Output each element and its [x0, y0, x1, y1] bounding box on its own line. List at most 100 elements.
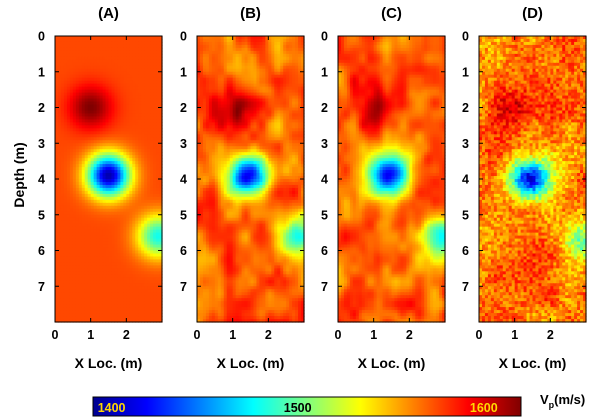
heatmap-cell: [138, 262, 142, 266]
heatmap-cell: [66, 283, 71, 287]
heatmap-cell: [114, 226, 119, 231]
heatmap-cell: [250, 77, 255, 82]
heatmap-cell: [87, 214, 92, 219]
heatmap-cell: [102, 214, 107, 219]
heatmap-cell: [84, 36, 89, 40]
heatmap-cell: [63, 301, 68, 305]
heatmap-cell: [102, 173, 107, 177]
heatmap-cell: [81, 41, 86, 46]
heatmap-cell: [123, 286, 127, 290]
heatmap-cell: [87, 104, 92, 109]
heatmap-cell: [156, 113, 160, 118]
heatmap-cell: [141, 286, 145, 290]
heatmap-cell: [111, 41, 116, 46]
heatmap-cell: [126, 316, 130, 320]
heatmap-cell: [197, 44, 201, 49]
heatmap-cell: [153, 262, 157, 266]
heatmap-cell: [66, 259, 71, 264]
heatmap-cell: [72, 193, 77, 198]
heatmap-cell: [114, 77, 119, 82]
heatmap-cell: [75, 158, 80, 162]
heatmap-cell: [102, 205, 107, 210]
heatmap-cell: [156, 62, 160, 67]
heatmap-cell: [280, 131, 284, 135]
heatmap-cell: [156, 68, 160, 73]
heatmap-cell: [57, 131, 62, 135]
heatmap-cell: [283, 44, 287, 49]
heatmap-cell: [102, 268, 107, 272]
heatmap-cell: [199, 77, 204, 82]
heatmap-cell: [253, 119, 258, 123]
heatmap-cell: [159, 170, 163, 174]
heatmap-cell: [147, 41, 151, 46]
heatmap-cell: [96, 286, 101, 290]
heatmap-cell: [117, 71, 121, 76]
heatmap-cell: [277, 83, 281, 88]
heatmap-cell: [153, 286, 157, 290]
heatmap-cell: [262, 38, 266, 43]
heatmap-cell: [72, 65, 77, 70]
heatmap-cell: [57, 110, 62, 115]
heatmap-cell: [135, 143, 139, 147]
heatmap-cell: [232, 146, 237, 150]
heatmap-cell: [111, 158, 116, 162]
heatmap-cell: [135, 265, 139, 269]
heatmap-cell: [292, 38, 296, 43]
heatmap-cell: [102, 316, 107, 320]
heatmap-cell: [262, 95, 266, 100]
heatmap-cell: [153, 152, 157, 156]
heatmap-cell: [197, 110, 201, 115]
heatmap-cell: [123, 158, 127, 162]
heatmap-cell: [132, 161, 136, 165]
heatmap-cell: [156, 59, 160, 64]
heatmap-cell: [66, 310, 71, 314]
heatmap-cell: [295, 77, 299, 82]
heatmap-cell: [197, 152, 201, 156]
heatmap-cell: [132, 173, 136, 177]
heatmap-cell: [208, 119, 213, 123]
heatmap-cell: [63, 217, 68, 222]
heatmap-cell: [156, 181, 160, 186]
heatmap-cell: [111, 167, 116, 171]
heatmap-cell: [99, 235, 104, 240]
heatmap-cell: [72, 110, 77, 115]
heatmap-cell: [75, 86, 80, 91]
heatmap-cell: [235, 59, 240, 64]
heatmap-cell: [277, 92, 281, 97]
heatmap-cell: [197, 65, 201, 70]
heatmap-cell: [135, 98, 139, 103]
heatmap-cell: [235, 53, 240, 58]
heatmap-cell: [244, 74, 249, 79]
heatmap-cell: [265, 36, 269, 40]
heatmap-cell: [72, 44, 77, 49]
heatmap-cell: [96, 226, 101, 231]
heatmap-cell: [108, 92, 113, 97]
heatmap-cell: [129, 161, 133, 165]
heatmap-cell: [96, 235, 101, 240]
heatmap-cell: [75, 298, 80, 302]
heatmap-cell: [78, 62, 83, 67]
heatmap-cell: [141, 107, 145, 112]
heatmap-cell: [223, 77, 228, 82]
heatmap-cell: [84, 277, 89, 281]
heatmap-cell: [238, 134, 243, 138]
heatmap-cell: [96, 193, 101, 198]
heatmap-cell: [141, 56, 145, 61]
heatmap-cell: [135, 241, 139, 246]
heatmap-cell: [283, 119, 287, 123]
heatmap-cell: [147, 59, 151, 64]
heatmap-cell: [132, 265, 136, 269]
heatmap-cell: [259, 98, 263, 103]
heatmap-cell: [150, 235, 154, 240]
heatmap-cell: [301, 101, 305, 106]
heatmap-cell: [292, 62, 296, 67]
heatmap-cell: [229, 149, 234, 153]
heatmap-cell: [226, 98, 231, 103]
heatmap-cell: [123, 179, 127, 183]
heatmap-cell: [114, 65, 119, 70]
heatmap-cell: [144, 313, 148, 317]
heatmap-cell: [141, 143, 145, 147]
heatmap-cell: [105, 241, 110, 246]
heatmap-cell: [114, 181, 119, 186]
heatmap-cell: [135, 235, 139, 240]
